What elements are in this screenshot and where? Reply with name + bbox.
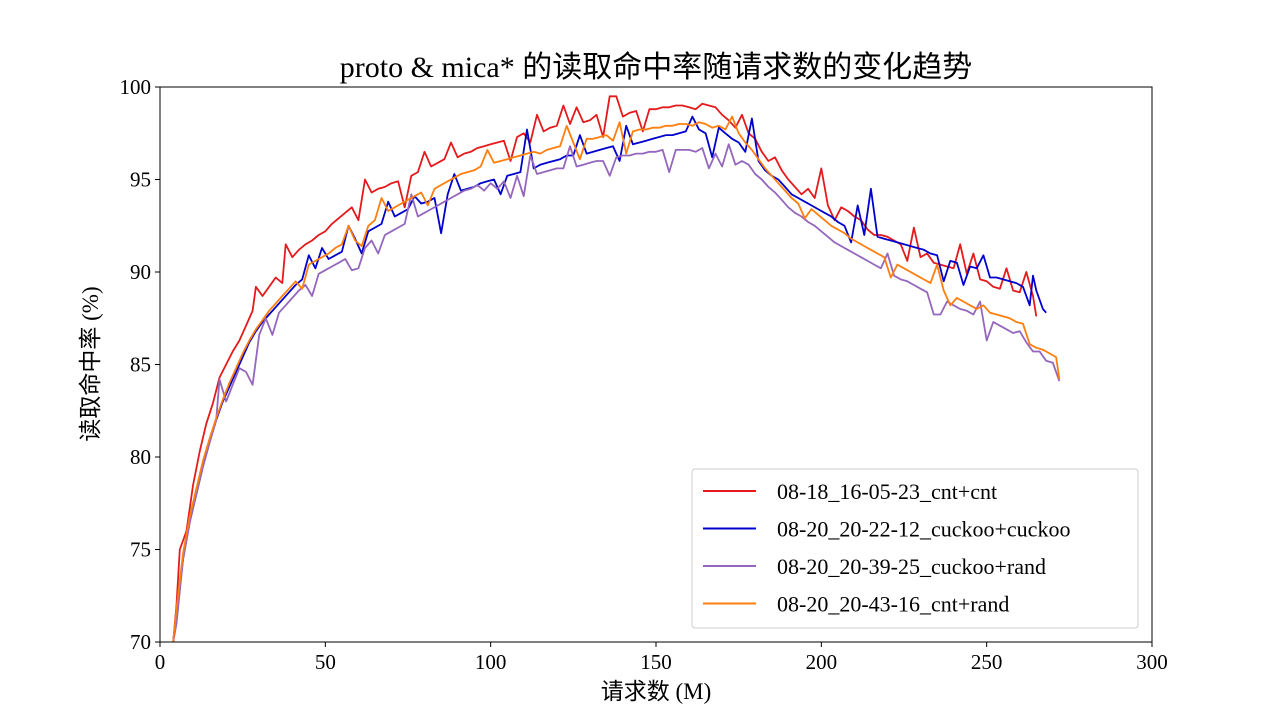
x-tick-label: 150 [640,650,672,674]
x-tick-label: 0 [155,650,166,674]
legend-label: 08-20_20-39-25_cuckoo+rand [777,554,1046,579]
series-line-4 [172,115,1061,642]
series-line-3 [172,143,1061,642]
x-tick-label: 300 [1136,650,1168,674]
x-axis-label: 请求数 (M) [601,679,712,704]
y-tick-label: 90 [130,260,151,284]
y-tick-label: 75 [130,538,151,562]
x-tick-label: 50 [315,650,336,674]
y-tick-label: 70 [130,630,151,654]
x-tick-label: 100 [475,650,507,674]
y-tick-label: 85 [130,353,151,377]
x-tick-label: 200 [806,650,838,674]
y-tick-label: 100 [120,75,152,99]
chart-title: proto & mica* 的读取命中率随请求数的变化趋势 [340,51,972,84]
legend-box [691,468,1139,629]
plot-lines [172,95,1061,642]
y-axis-label: 读取命中率 (%) [78,286,103,441]
legend-label: 08-18_16-05-23_cnt+cnt [777,479,997,504]
x-axis-ticks: 0 50 100 150 200 250 300 [155,642,1168,674]
y-axis-ticks: 70 75 80 85 90 95 100 [120,75,160,654]
legend-label: 08-20_20-22-12_cuckoo+cuckoo [777,517,1070,542]
series-line-1 [172,95,1038,642]
legend-label: 08-20_20-43-16_cnt+rand [777,592,1009,617]
x-tick-label: 250 [971,650,1003,674]
y-tick-label: 95 [130,168,151,192]
series-line-2 [172,115,1047,642]
y-tick-label: 80 [130,445,151,469]
legend: 08-18_16-05-23_cnt+cnt 08-20_20-22-12_cuc… [691,468,1139,629]
